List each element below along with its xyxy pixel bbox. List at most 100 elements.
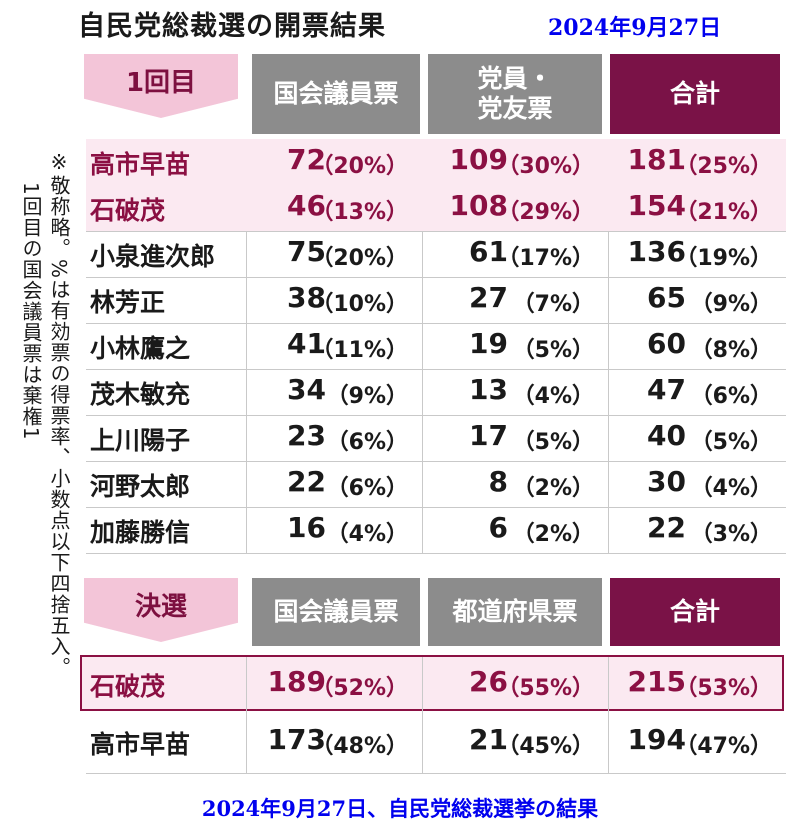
vote-count: 65 <box>647 281 686 314</box>
column-divider <box>246 657 247 773</box>
column-divider <box>608 139 609 553</box>
vote-percent: （9%） <box>326 384 408 409</box>
column-divider <box>608 657 609 773</box>
vote-count: 215 <box>627 665 686 698</box>
vote-count: 27 <box>469 281 508 314</box>
vote-percent: （2%） <box>512 522 594 547</box>
candidate-name: 上川陽子 <box>90 426 191 455</box>
table-row: 林芳正 38 （10%） 27 （7%） 65 （9%） <box>86 277 786 324</box>
vote-percent: （21%） <box>675 200 772 225</box>
candidate-name: 石破茂 <box>90 196 166 225</box>
vote-count: 189 <box>267 665 326 698</box>
final-label: 決選 <box>134 592 187 622</box>
candidate-name: 高市早苗 <box>90 150 191 179</box>
vote-count: 13 <box>469 373 508 406</box>
vote-count: 46 <box>287 189 326 222</box>
vote-count: 173 <box>267 723 326 756</box>
vote-percent: （6%） <box>690 384 772 409</box>
vote-count: 22 <box>287 465 326 498</box>
round1-header-diet: 国会議員票 <box>252 54 420 134</box>
vote-count: 41 <box>287 327 326 360</box>
vote-count: 38 <box>287 281 326 314</box>
vote-count: 30 <box>647 465 686 498</box>
table-row: 上川陽子 23 （6%） 17 （5%） 40 （5%） <box>86 415 786 462</box>
footnote: ※敬称略。%は有効票の得票率、小数点以下四捨五入。 1回目の国会議員票は棄権1 <box>6 150 86 790</box>
final-header-diet: 国会議員票 <box>252 578 420 646</box>
vote-percent: （20%） <box>311 154 408 179</box>
vote-percent: （8%） <box>690 338 772 363</box>
candidate-name: 石破茂 <box>90 672 166 701</box>
footnote-line-2: 1回目の国会議員票は棄権1 <box>19 182 43 441</box>
final-winner-highlight <box>80 655 784 711</box>
vote-percent: （4%） <box>512 384 594 409</box>
vote-count: 136 <box>627 235 686 268</box>
vote-percent: （9%） <box>690 292 772 317</box>
round1-table: 高市早苗 72 （20%） 109 （30%） 181 （25%） 石破茂 46 （13%） 108… <box>86 139 786 554</box>
vote-percent: （17%） <box>497 246 594 271</box>
vote-percent: （4%） <box>690 476 772 501</box>
table-row: 加藤勝信 16 （4%） 6 （2%） 22 （3%） <box>86 507 786 554</box>
vote-percent: （45%） <box>497 734 594 759</box>
candidate-name: 小林鷹之 <box>90 334 191 363</box>
vote-count: 40 <box>647 419 686 452</box>
final-table: 石破茂 189 （52%） 26 （55%） 215 （53%） 高市早苗 173 （48%） 21… <box>86 657 786 777</box>
vote-count: 154 <box>627 189 686 222</box>
vote-count: 181 <box>627 143 686 176</box>
table-row: 高市早苗 72 （20%） 109 （30%） 181 （25%） <box>86 139 786 186</box>
candidate-name: 河野太郎 <box>90 472 191 501</box>
round1-header-total: 合計 <box>610 54 780 134</box>
footnote-line-1: ※敬称略。%は有効票の得票率、小数点以下四捨五入。 <box>47 150 71 679</box>
table-row: 石破茂 46 （13%） 108 （29%） 154 （21%） <box>86 185 786 232</box>
candidate-name: 高市早苗 <box>90 730 191 759</box>
table-row: 高市早苗 173 （48%） 21 （45%） 194 （47%） <box>86 715 786 774</box>
vote-percent: （5%） <box>690 430 772 455</box>
final-header-total: 合計 <box>610 578 780 646</box>
vote-count: 194 <box>627 723 686 756</box>
date-bottom: 2024年9月27日、自民党総裁選挙の結果 <box>201 796 599 821</box>
vote-count: 22 <box>647 511 686 544</box>
vote-percent: （19%） <box>675 246 772 271</box>
vote-percent: （53%） <box>675 676 772 701</box>
round1-tab: 1回目 <box>84 54 238 118</box>
vote-percent: （55%） <box>497 676 594 701</box>
vote-percent: （48%） <box>311 734 408 759</box>
vote-count: 26 <box>469 665 508 698</box>
final-tab: 決選 <box>84 578 238 642</box>
vote-percent: （25%） <box>675 154 772 179</box>
vote-percent: （6%） <box>326 430 408 455</box>
column-divider <box>422 139 423 553</box>
vote-percent: （5%） <box>512 338 594 363</box>
vote-count: 108 <box>449 189 508 222</box>
candidate-name: 小泉進次郎 <box>90 242 216 271</box>
vote-percent: （3%） <box>690 522 772 547</box>
vote-count: 60 <box>647 327 686 360</box>
vote-count: 34 <box>287 373 326 406</box>
vote-count: 6 <box>488 511 508 544</box>
vote-percent: （11%） <box>311 338 408 363</box>
vote-count: 109 <box>449 143 508 176</box>
candidate-name: 林芳正 <box>90 288 166 317</box>
vote-percent: （2%） <box>512 476 594 501</box>
vote-count: 72 <box>287 143 326 176</box>
vote-percent: （30%） <box>497 154 594 179</box>
vote-percent: （29%） <box>497 200 594 225</box>
vote-count: 75 <box>287 235 326 268</box>
table-row: 茂木敏充 34 （9%） 13 （4%） 47 （6%） <box>86 369 786 416</box>
candidate-name: 茂木敏充 <box>90 380 191 409</box>
vote-percent: （20%） <box>311 246 408 271</box>
vote-percent: （47%） <box>675 734 772 759</box>
date-top: 2024年9月27日 <box>548 15 722 41</box>
table-row: 石破茂 189 （52%） 26 （55%） 215 （53%） <box>86 657 786 715</box>
round1-label: 1回目 <box>125 68 197 98</box>
column-divider <box>246 139 247 553</box>
table-row: 小林鷹之 41 （11%） 19 （5%） 60 （8%） <box>86 323 786 370</box>
vote-count: 19 <box>469 327 508 360</box>
table-row: 河野太郎 22 （6%） 8 （2%） 30 （4%） <box>86 461 786 508</box>
vote-percent: （10%） <box>311 292 408 317</box>
column-divider <box>422 657 423 773</box>
vote-count: 16 <box>287 511 326 544</box>
round1-header-member: 党員・ 党友票 <box>428 54 602 134</box>
vote-count: 17 <box>469 419 508 452</box>
candidate-name: 加藤勝信 <box>90 518 191 547</box>
vote-count: 61 <box>469 235 508 268</box>
